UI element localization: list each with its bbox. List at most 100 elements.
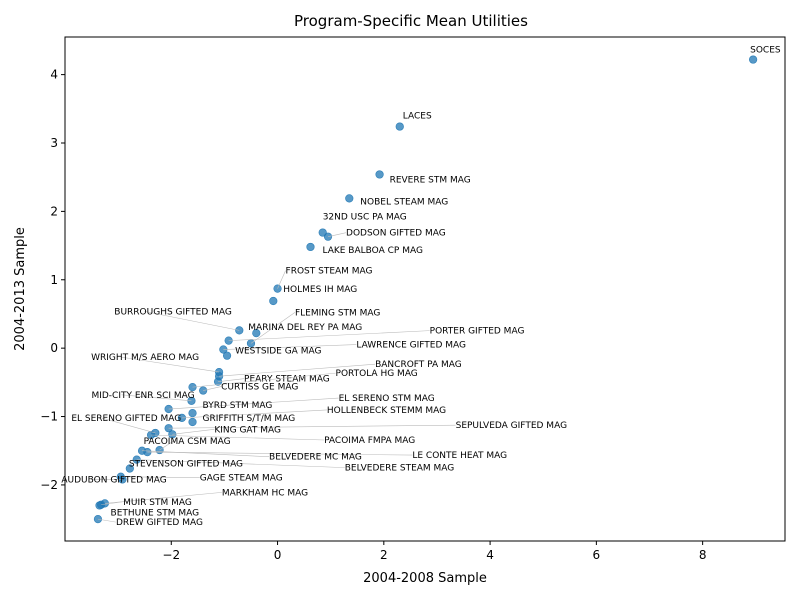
- data-point-label: FLEMING STM MAG: [295, 308, 380, 318]
- data-point: [95, 501, 104, 510]
- label-leader-line: [203, 386, 222, 391]
- label-leader-line: [101, 417, 156, 434]
- data-point-label: LAWRENCE GIFTED MAG: [356, 341, 466, 351]
- y-tick-label: 0: [50, 341, 58, 355]
- data-point-label: MUIR STM MAG: [123, 498, 192, 508]
- data-point-label: FROST STEAM MAG: [286, 267, 373, 277]
- data-point: [269, 296, 278, 306]
- data-point-label: PACOIMA FMPA MAG: [324, 436, 415, 446]
- y-axis-ticks: −2 −1 0 1 2 3 4: [40, 68, 65, 492]
- data-point-label: MARINA DEL REY PA MAG: [248, 323, 362, 333]
- x-tick-label: −2: [162, 548, 180, 562]
- label-leader-line: [250, 312, 296, 344]
- label-leader-line: [97, 518, 116, 523]
- data-point-label: NOBEL STEAM MAG: [360, 197, 448, 207]
- label-leader-line: [168, 424, 456, 429]
- data-point: [252, 329, 261, 338]
- data-point-label: LAKE BALBOA CP MAG: [322, 246, 422, 256]
- label-leader-line: [136, 459, 345, 468]
- data-point-label: LACES: [403, 112, 432, 122]
- data-point: [222, 351, 232, 360]
- data-point-label: MID-CITY ENR SCI MAG: [91, 391, 194, 401]
- data-point-label: EL SERENO GIFTED MAG: [71, 414, 181, 424]
- data-point-label: BELVEDERE STEAM MAG: [345, 464, 455, 474]
- label-leader-line: [151, 434, 325, 441]
- data-point-label: MARKHAM HC MAG: [222, 488, 308, 498]
- data-point-label: BANCROFT PA MAG: [375, 360, 462, 370]
- y-tick-label: −1: [40, 410, 58, 424]
- x-axis-label: 2004-2008 Sample: [363, 571, 487, 586]
- label-leader-line: [228, 330, 430, 341]
- data-point-label: GRIFFITH S/T/M MAG: [203, 414, 296, 424]
- label-leader-line: [142, 450, 270, 458]
- label-leader-line: [159, 440, 174, 451]
- data-point: [345, 194, 354, 203]
- y-tick-label: 2: [50, 204, 58, 218]
- chart-title: Program-Specific Mean Utilities: [294, 12, 528, 30]
- data-point-label: PEARY STEAM MAG: [244, 375, 330, 385]
- x-tick-label: 4: [486, 548, 494, 562]
- data-point-label: SEPULVEDA GIFTED MAG: [456, 421, 567, 431]
- data-point-label: WESTSIDE GA MAG: [235, 347, 321, 357]
- label-leader-line: [147, 451, 413, 456]
- y-tick-label: 4: [50, 68, 58, 82]
- data-point-label: PORTER GIFTED MAG: [430, 327, 525, 337]
- label-leader-line: [219, 363, 376, 377]
- data-point-label: BELVEDERE MC MAG: [269, 453, 362, 463]
- data-point-label: DREW GIFTED MAG: [116, 518, 203, 528]
- data-point-label: PACOIMA CSM MAG: [144, 437, 231, 447]
- data-point-label: BETHUNE STM MAG: [111, 508, 200, 518]
- y-tick-label: 1: [50, 273, 58, 287]
- label-leader-line: [104, 492, 222, 504]
- data-point-label: WRIGHT M/S AERO MAG: [91, 353, 199, 363]
- y-tick-label: −2: [40, 478, 58, 492]
- y-tick-label: 3: [50, 136, 58, 150]
- data-point-label: HOLMES IH MAG: [283, 285, 357, 295]
- data-point-label: 32ND USC PA MAG: [323, 213, 407, 223]
- plot-frame: [64, 36, 786, 542]
- data-point-label: PORTOLA HG MAG: [336, 369, 418, 379]
- data-point-label: STEVENSON GIFTED MAG: [129, 460, 243, 470]
- data-point: [306, 242, 315, 252]
- label-leader-line: [172, 429, 215, 435]
- data-point-label: SOCES: [750, 46, 781, 56]
- data-point-label: REVERE STM MAG: [390, 175, 471, 185]
- x-axis-ticks: −2 0 2 4 6 8: [162, 541, 706, 562]
- data-point-label: KING GAT MAG: [214, 425, 281, 435]
- data-point-label: HOLLENBECK STEMM MAG: [327, 406, 446, 416]
- data-point-label: BYRD STM MAG: [203, 401, 273, 411]
- labels-layer: SOCES LACES REVERE STM MAG NOBEL STEAM MAG 3…: [61, 46, 780, 529]
- label-leader-line: [120, 476, 200, 479]
- data-point-label: DODSON GIFTED MAG: [346, 229, 446, 239]
- label-leader-line: [181, 409, 327, 419]
- label-leader-line: [144, 311, 240, 331]
- label-leader-line: [121, 356, 220, 373]
- label-leader-line: [168, 397, 339, 410]
- x-tick-label: 2: [380, 548, 388, 562]
- data-point: [395, 122, 404, 131]
- x-tick-label: 8: [699, 548, 707, 562]
- data-point: [125, 464, 134, 473]
- label-leader-line: [192, 372, 336, 388]
- data-point: [188, 417, 197, 427]
- data-point-label: EL SERENO STM MAG: [339, 394, 435, 404]
- y-axis-label: 2004-2013 Sample: [13, 227, 28, 351]
- label-leader-line: [277, 270, 286, 289]
- data-point-label: LE CONTE HEAT MAG: [412, 451, 507, 461]
- label-leader-line: [217, 378, 245, 382]
- data-point: [188, 409, 197, 418]
- data-point: [93, 515, 103, 524]
- data-point-label: AUDUBON GIFTED MAG: [61, 475, 166, 485]
- x-tick-label: 0: [274, 548, 282, 562]
- data-point-label: BURROUGHS GIFTED MAG: [114, 307, 232, 317]
- label-leader-line: [223, 344, 357, 350]
- data-point: [749, 55, 758, 64]
- label-leader-line: [327, 232, 347, 237]
- data-point: [375, 170, 384, 179]
- data-point-label: CURTISS GE MAG: [221, 383, 298, 393]
- data-point-label: GAGE STEAM MAG: [200, 474, 283, 484]
- label-leader-line: [121, 394, 192, 402]
- data-point: [235, 326, 244, 335]
- label-leader-line: [101, 501, 124, 506]
